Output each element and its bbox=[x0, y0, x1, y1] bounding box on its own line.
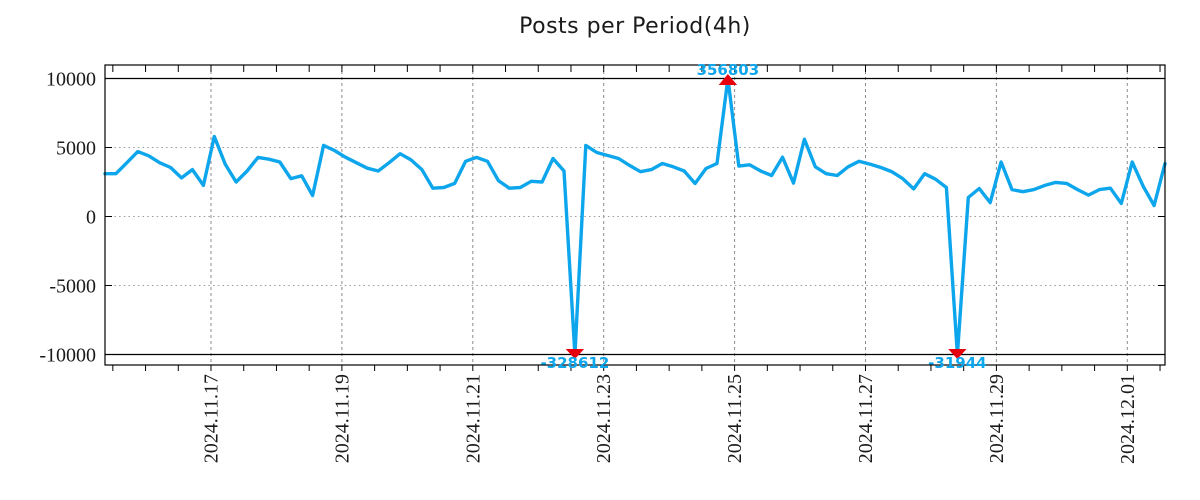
y-tick-label: -10000 bbox=[39, 345, 96, 367]
x-tick-label: 2024.11.23 bbox=[593, 374, 615, 463]
chart-title: Posts per Period(4h) bbox=[519, 14, 751, 39]
x-tick-label: 2024.11.21 bbox=[462, 374, 484, 463]
y-tick-label: -5000 bbox=[49, 276, 96, 298]
y-tick-label: 0 bbox=[86, 207, 96, 229]
y-tick-label: 5000 bbox=[56, 138, 96, 160]
series-line bbox=[103, 76, 1167, 357]
x-tick-label: 2024.11.25 bbox=[724, 374, 746, 463]
dip-marker-icon bbox=[948, 349, 967, 359]
peak-marker-icon bbox=[718, 74, 738, 85]
x-tick-label: 2024.11.29 bbox=[986, 374, 1008, 463]
annotation-label: -328612 bbox=[540, 354, 609, 372]
x-tick-label: 2024.12.01 bbox=[1117, 374, 1139, 464]
annotation-label: -31944 bbox=[928, 354, 986, 372]
y-tick-label: 10000 bbox=[46, 69, 96, 91]
x-tick-label: 2024.11.27 bbox=[855, 374, 877, 463]
dip-marker-icon bbox=[565, 349, 585, 359]
x-tick-label: 2024.11.19 bbox=[331, 374, 353, 463]
annotation-label: 356803 bbox=[697, 61, 760, 79]
x-tick-label: 2024.11.17 bbox=[201, 374, 223, 463]
plot-frame bbox=[104, 64, 1166, 366]
